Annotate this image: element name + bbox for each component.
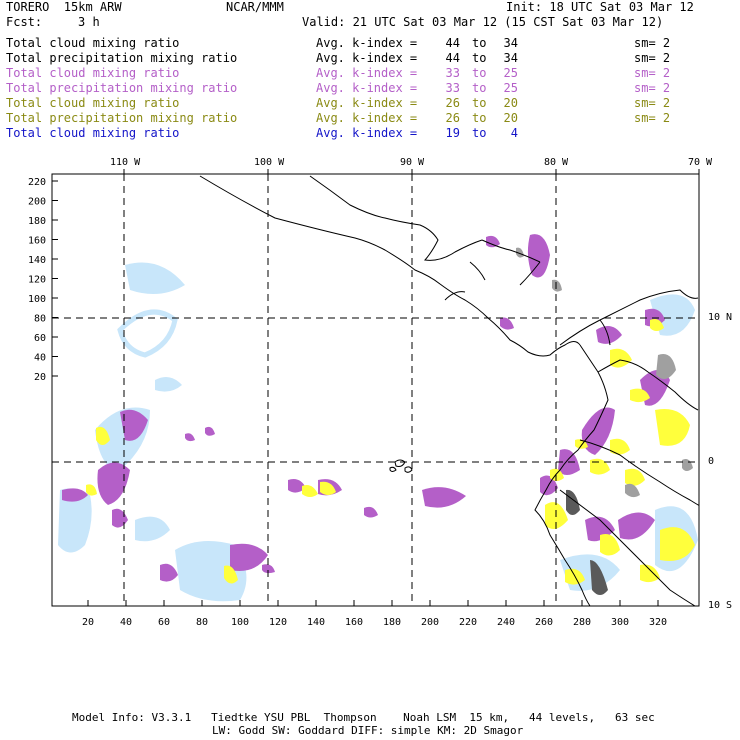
y-tick-label: 100	[28, 294, 46, 305]
legend-field: Total precipitation mixing ratio	[6, 111, 238, 125]
x-tick-label: 180	[383, 617, 401, 628]
model-info-line2: LW: Godd SW: Goddard DIFF: simple KM: 2D…	[212, 724, 524, 737]
legend-sm: sm= 2	[634, 66, 671, 80]
lat-label-0: 0	[708, 456, 715, 467]
legend-from: 19	[445, 126, 460, 140]
legend-sm: sm= 2	[634, 81, 671, 95]
x-tick-label: 220	[459, 617, 477, 628]
y-tick-label: 80	[34, 314, 46, 325]
y-tick-label: 160	[28, 236, 46, 247]
legend-field: Total cloud mixing ratio	[6, 66, 180, 80]
y-tick-label: 200	[28, 197, 46, 208]
legend-sm: sm= 2	[634, 111, 671, 125]
legend-to-word: to	[472, 36, 487, 50]
legend-to-word: to	[472, 111, 487, 125]
legend-from: 26	[445, 111, 460, 125]
legend-to: 25	[503, 81, 518, 95]
legend-kindex: Avg. k-index =	[316, 51, 418, 65]
legend-kindex: Avg. k-index =	[316, 36, 418, 50]
lon-label-70w: 70 W	[688, 157, 713, 168]
legend-sm: sm= 2	[634, 96, 671, 110]
x-tick-label: 280	[573, 617, 591, 628]
x-tick-label: 260	[535, 617, 553, 628]
lon-label-90w: 90 W	[400, 157, 425, 168]
legend-field: Total precipitation mixing ratio	[6, 81, 238, 95]
lon-label-80w: 80 W	[544, 157, 569, 168]
legend-kindex: Avg. k-index =	[316, 81, 418, 95]
x-tick-label: 80	[196, 617, 208, 628]
y-ticks: 220 200 180 160 140 120 100 80 60 40 20	[28, 177, 58, 383]
legend-field: Total cloud mixing ratio	[6, 96, 180, 110]
x-tick-label: 300	[611, 617, 629, 628]
legend-field: Total cloud mixing ratio	[6, 36, 180, 50]
x-tick-label: 140	[307, 617, 325, 628]
legend-to-word: to	[472, 66, 487, 80]
y-tick-label: 180	[28, 216, 46, 227]
y-tick-label: 60	[34, 333, 46, 344]
legend-to-word: to	[472, 96, 487, 110]
y-tick-label: 220	[28, 177, 46, 188]
x-tick-label: 100	[231, 617, 249, 628]
organization: NCAR/MMM	[226, 0, 284, 14]
legend-from: 33	[445, 66, 460, 80]
legend-kindex: Avg. k-index =	[316, 66, 418, 80]
x-tick-label: 120	[269, 617, 287, 628]
y-tick-label: 40	[34, 353, 46, 364]
gray-cloud-areas	[516, 247, 693, 595]
valid-time: Valid: 21 UTC Sat 03 Mar 12 (15 CST Sat …	[302, 15, 664, 29]
legend-from: 26	[445, 96, 460, 110]
legend-to: 25	[503, 66, 518, 80]
legend-from: 44	[445, 36, 460, 50]
legend-to: 34	[503, 51, 518, 65]
lon-label-100w: 100 W	[254, 157, 285, 168]
legend-field: Total cloud mixing ratio	[6, 126, 180, 140]
legend-to-word: to	[472, 126, 487, 140]
legend-sm: sm= 2	[634, 36, 671, 50]
init-time: Init: 18 UTC Sat 03 Mar 12	[506, 0, 694, 14]
yellow-cloud-areas	[86, 319, 695, 585]
lat-label-10s: 10 S	[708, 600, 733, 611]
x-tick-label: 20	[82, 617, 94, 628]
legend-kindex: Avg. k-index =	[316, 126, 418, 140]
y-tick-label: 20	[34, 372, 46, 383]
legend-to: 20	[503, 96, 518, 110]
legend-from: 33	[445, 81, 460, 95]
forecast-hours: 3 h	[78, 15, 100, 29]
legend-kindex: Avg. k-index =	[316, 96, 418, 110]
forecast-label: Fcst:	[6, 15, 43, 29]
lon-label-110w: 110 W	[110, 157, 141, 168]
model-title: TORERO 15km ARW	[6, 0, 122, 14]
y-tick-label: 120	[28, 275, 46, 286]
legend-sm: sm= 2	[634, 51, 671, 65]
x-tick-label: 200	[421, 617, 439, 628]
x-tick-label: 240	[497, 617, 515, 628]
x-tick-label: 60	[158, 617, 170, 628]
model-info-line1: Model Info: V3.3.1 Tiedtke YSU PBL Thomp…	[72, 711, 655, 724]
x-ticks: 20 40 60 80 100 120 140 160 180 200 220 240 260 280 30…	[82, 600, 667, 628]
legend-field: Total precipitation mixing ratio	[6, 51, 238, 65]
y-tick-label: 140	[28, 255, 46, 266]
map-frame	[51, 173, 700, 607]
legend-to: 4	[510, 126, 518, 140]
x-tick-label: 320	[649, 617, 667, 628]
x-tick-label: 40	[120, 617, 132, 628]
lat-label-10n: 10 N	[708, 312, 733, 323]
legend-kindex: Avg. k-index =	[316, 111, 418, 125]
legend-to-word: to	[472, 81, 487, 95]
coastlines	[199, 175, 699, 606]
legend-to: 20	[503, 111, 518, 125]
x-tick-label: 160	[345, 617, 363, 628]
top-ticks	[123, 169, 700, 174]
legend-from: 44	[445, 51, 460, 65]
cloud-fields	[58, 234, 698, 602]
legend-to: 34	[503, 36, 518, 50]
graticule	[52, 174, 699, 606]
legend-to-word: to	[472, 51, 487, 65]
